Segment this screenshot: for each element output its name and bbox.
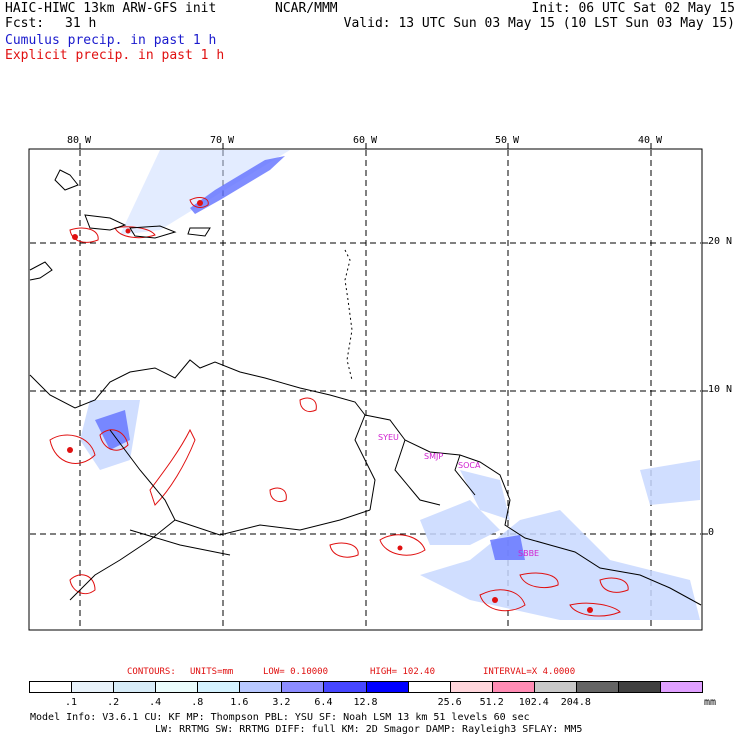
lat-label-10n: 10 N	[708, 384, 733, 395]
lon-label-70w: 70 W	[210, 135, 235, 146]
model-info-line1: Model Info: V3.6.1 CU: KF MP: Thompson P…	[30, 712, 530, 723]
colorbar-label: 12.8	[353, 697, 378, 708]
cuba-east	[54, 169, 79, 191]
colorbar-label: .2	[107, 697, 120, 708]
colorbar-swatch	[617, 681, 661, 693]
colorbar-label: 1.6	[230, 697, 249, 708]
colorbar-label: 204.8	[560, 697, 591, 708]
colorbar-swatch	[365, 681, 409, 693]
south-america-north-coast	[29, 359, 366, 416]
colorbar-label: 6.4	[314, 697, 333, 708]
forecast-label: Fcst:	[5, 16, 45, 31]
forecast-hour: 31 h	[65, 16, 97, 31]
colorbar-unit: mm	[704, 697, 717, 708]
ticks	[79, 143, 708, 535]
contours-units: UNITS=mm	[190, 667, 234, 677]
colorbar-swatch	[575, 681, 619, 693]
init-time: Init: 06 UTC Sat 02 May 15	[531, 1, 736, 16]
colombia-brazil-border	[174, 509, 371, 536]
station-syeu: SYEU	[378, 433, 399, 442]
lon-label-80w: 80 W	[67, 135, 92, 146]
contours-interval: INTERVAL=X 4.0000	[483, 667, 576, 677]
explicit-precip-contours	[49, 197, 629, 617]
station-soca: SOCA	[458, 461, 481, 470]
colorbar-swatch	[155, 681, 199, 693]
colorbar-swatch	[449, 681, 493, 693]
guyana-suriname-border	[394, 439, 441, 506]
coastlines	[29, 169, 702, 606]
colorbar-label: 102.4	[518, 697, 549, 708]
guiana-brazil-coast	[364, 414, 702, 606]
contours-low: LOW= 0.10000	[263, 667, 329, 677]
colorbar-swatch	[659, 681, 703, 693]
puerto-rico	[187, 227, 211, 237]
colorbar-swatch	[407, 681, 451, 693]
contours-label: CONTOURS:	[127, 667, 176, 677]
contours-high: HIGH= 102.40	[370, 667, 436, 677]
model-info-line2: LW: RRTMG SW: RRTMG DIFF: full KM: 2D Sm…	[155, 724, 583, 735]
valid-time: Valid: 13 UTC Sun 03 May 15 (10 LST Sun …	[343, 16, 735, 31]
fr-guiana-border	[454, 454, 476, 496]
station-labels: SYEU SMJP SOCA SBBE	[378, 433, 539, 558]
colorbar-swatch	[323, 681, 367, 693]
colorbar-label: 3.2	[272, 697, 291, 708]
colombia-west	[69, 429, 176, 601]
explicit-legend: Explicit precip. in past 1 h	[5, 48, 225, 63]
cumulus-legend: Cumulus precip. in past 1 h	[5, 33, 217, 48]
station-sbbe: SBBE	[518, 549, 539, 558]
lon-label-60w: 60 W	[353, 135, 378, 146]
colorbar-swatch	[491, 681, 535, 693]
central-america	[29, 261, 53, 281]
lat-label-0: 0	[708, 527, 715, 538]
colorbar-label: .4	[149, 697, 162, 708]
station-smjp: SMJP	[424, 452, 443, 461]
organization-label: NCAR/MMM	[275, 1, 338, 16]
colorbar-swatch	[29, 681, 73, 693]
model-title: HAIC-HIWC 13km ARW-GFS init	[5, 1, 217, 16]
lon-label-50w: 50 W	[495, 135, 520, 146]
lesser-antilles	[344, 249, 353, 381]
colorbar-label: .8	[191, 697, 204, 708]
venezuela-guyana-border	[354, 414, 376, 511]
colorbar-swatch	[239, 681, 283, 693]
lat-label-20n: 20 N	[708, 236, 733, 247]
colorbar-swatch	[281, 681, 325, 693]
colorbar-swatch	[113, 681, 157, 693]
peru-border	[129, 529, 231, 556]
explicit-precip-cores	[67, 200, 593, 613]
colorbar-swatch	[533, 681, 577, 693]
lon-label-40w: 40 W	[638, 135, 663, 146]
colorbar-label: 51.2	[479, 697, 504, 708]
colorbar-swatch	[71, 681, 115, 693]
colorbar-swatch	[197, 681, 241, 693]
colorbar-label: 25.6	[437, 697, 462, 708]
colorbar-label: .1	[65, 697, 78, 708]
jamaica-hispaniola	[84, 214, 127, 231]
cumulus-precip-areas	[80, 150, 700, 620]
